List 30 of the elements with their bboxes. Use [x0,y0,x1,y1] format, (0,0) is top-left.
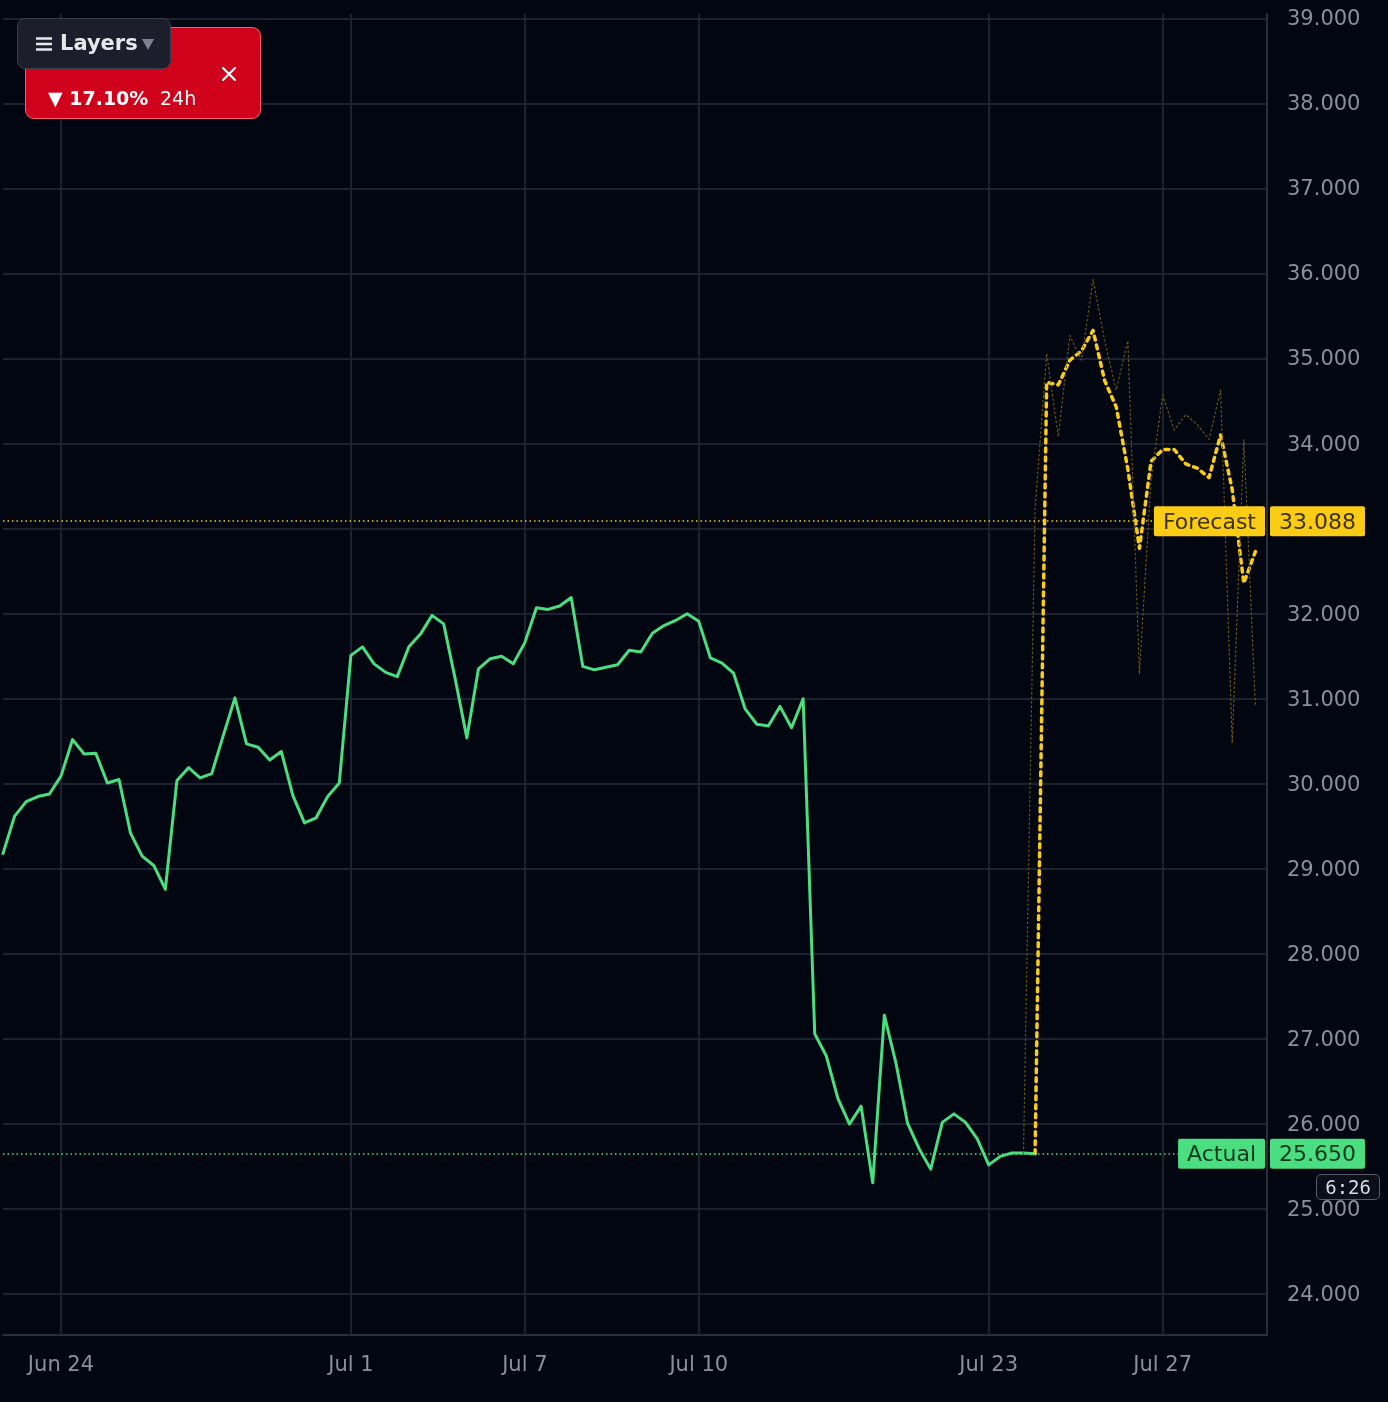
y-tick-label: 30.000 [1287,771,1361,796]
y-tick-label: 25.000 [1287,1197,1361,1222]
y-tick-label: 27.000 [1287,1026,1361,1051]
x-tick-label: Jun 24 [25,1351,95,1376]
y-tick-label: 32.000 [1287,601,1361,626]
annotation: Layers [60,31,138,55]
x-tick-label: Jul 1 [326,1351,374,1376]
ref-line-label: Actual [1187,1141,1256,1167]
y-tick-label: 26.000 [1287,1112,1361,1137]
x-tick-label: Jul 7 [500,1351,548,1376]
y-tick-label: 24.000 [1287,1282,1361,1307]
annotation: ▼ 17.10% [48,87,149,109]
x-tick-label: Jul 27 [1131,1351,1192,1376]
text: 6:26 [1316,1173,1380,1200]
y-tick-label: 31.000 [1287,686,1361,711]
text: 25.650 [1279,1141,1356,1167]
y-tick-label: 35.000 [1287,346,1361,371]
ref-line-label: Forecast [1162,508,1257,534]
y-tick-label: 37.000 [1287,176,1361,201]
annotation: 24h [160,87,197,109]
y-tick-label: 28.000 [1287,941,1361,966]
x-tick-label: Jul 23 [957,1351,1019,1376]
layers-button: Layers [17,18,171,69]
y-tick-label: 38.000 [1287,91,1361,116]
text: 33.088 [1279,508,1356,534]
y-tick-label: 34.000 [1287,431,1361,456]
y-tick-label: 29.000 [1287,856,1361,881]
y-tick-label: 36.000 [1287,261,1361,286]
y-tick-label: 39.000 [1287,6,1361,31]
x-tick-label: Jul 10 [667,1351,729,1376]
